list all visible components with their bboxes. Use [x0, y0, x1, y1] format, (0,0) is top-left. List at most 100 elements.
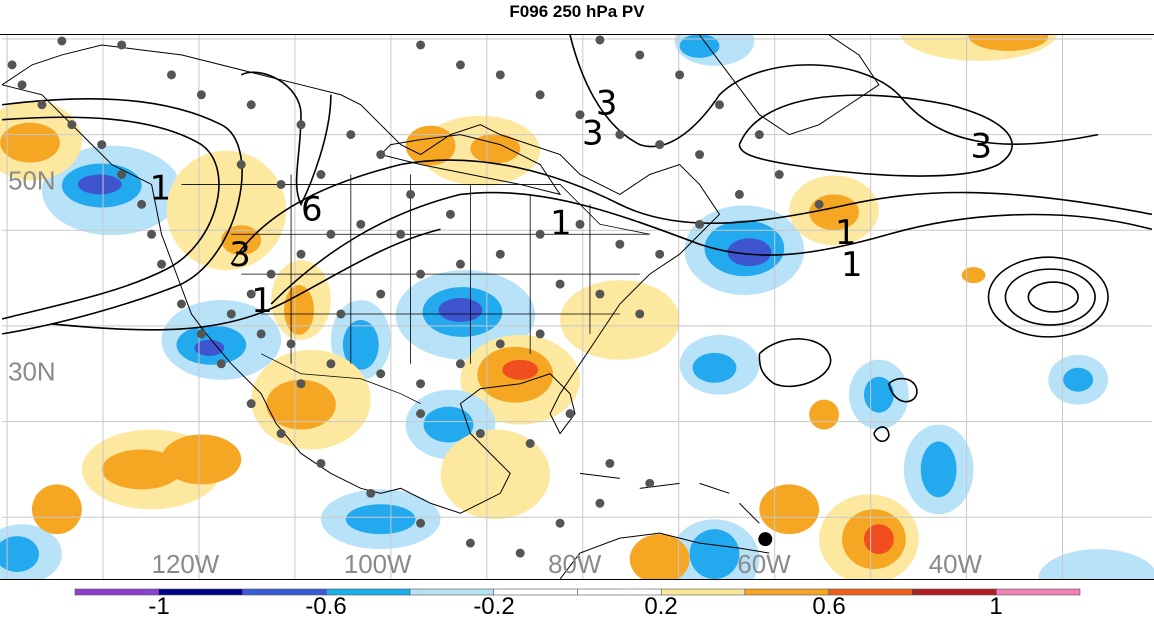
station-marker	[336, 309, 346, 319]
lon-label: 80W	[548, 551, 602, 579]
station-marker	[714, 100, 724, 110]
colorbar-swatch	[995, 588, 1081, 596]
colorbar: -1 -0.6 -0.2 0.2 0.6 1	[74, 588, 1081, 619]
station-marker	[515, 548, 525, 558]
station-marker	[376, 369, 386, 379]
station-marker	[296, 120, 306, 130]
station-marker	[17, 80, 27, 90]
station-marker	[286, 339, 296, 349]
lon-label: 60W	[737, 551, 791, 579]
pv-anomaly-region	[961, 267, 986, 284]
station-marker	[276, 429, 286, 439]
colorbar-swatch	[912, 588, 997, 596]
station-marker	[495, 70, 505, 80]
station-marker	[396, 229, 406, 239]
colorbar-tick-label: 1	[989, 593, 1002, 619]
pv-anomaly-region	[920, 441, 957, 498]
pv-anomaly-region	[560, 280, 680, 360]
contour-label: 3	[971, 127, 993, 166]
station-marker	[326, 359, 336, 369]
station-marker	[575, 219, 585, 229]
station-marker	[326, 229, 336, 239]
station-marker	[376, 150, 386, 160]
station-marker	[754, 130, 764, 140]
colorbar-tick-label: 0.2	[644, 593, 677, 619]
contour-label: 1	[251, 281, 273, 320]
station-marker	[167, 70, 176, 80]
station-marker	[236, 160, 246, 170]
station-marker	[655, 249, 665, 259]
colorbar-tick-label: -0.2	[473, 593, 514, 619]
station-marker	[675, 70, 685, 80]
pv-anomaly-region	[0, 536, 39, 573]
station-marker	[555, 279, 565, 289]
pv-anomaly-region	[679, 35, 720, 58]
station-marker	[814, 199, 824, 209]
colorbar-swatch	[74, 588, 160, 596]
pv-anomaly-region	[32, 484, 82, 535]
station-marker	[416, 518, 426, 528]
station-marker	[226, 309, 236, 319]
station-marker	[445, 209, 455, 219]
colorbar-swatches	[74, 588, 1081, 596]
station-marker	[416, 269, 426, 279]
greenland-coastline	[699, 35, 880, 136]
pv-anomaly-region	[423, 406, 474, 443]
station-marker	[97, 140, 107, 150]
lat-label: 50N	[8, 167, 55, 195]
colorbar-tick-label: -1	[148, 593, 169, 619]
station-marker	[575, 110, 585, 120]
station-marker	[316, 458, 326, 468]
pv-anomaly-region	[809, 399, 840, 430]
station-marker	[7, 60, 17, 70]
station-marker	[137, 199, 147, 209]
us-state-borders	[231, 174, 650, 364]
contour-label: 1	[841, 245, 863, 284]
station-marker	[416, 409, 426, 419]
us-mexico-border	[260, 353, 421, 405]
caribbean-islands	[579, 472, 760, 524]
station-marker	[645, 478, 655, 488]
station-marker	[555, 518, 565, 528]
station-marker	[495, 249, 505, 259]
north-america-coastline	[1, 44, 721, 514]
station-marker	[246, 289, 256, 299]
station-marker	[296, 249, 306, 259]
station-marker	[605, 458, 615, 468]
pv-anomaly-region	[0, 122, 60, 163]
station-marker	[655, 140, 665, 150]
pv-anomaly-region	[1063, 367, 1094, 392]
lat-lon-grid	[2, 35, 1152, 579]
station-marker	[535, 329, 545, 339]
station-marker	[416, 379, 426, 389]
station-marker	[246, 399, 256, 409]
station-marker	[635, 50, 645, 60]
station-marker	[565, 409, 575, 419]
station-marker	[416, 40, 426, 50]
station-marker	[455, 259, 465, 269]
pv-anomaly-region	[77, 174, 122, 195]
station-marker	[615, 130, 625, 140]
station-marker	[774, 170, 784, 179]
pv-anomaly-region	[689, 529, 740, 579]
lat-label: 30N	[8, 359, 55, 387]
contour-label: 1	[550, 203, 572, 242]
contour-label: 1	[835, 213, 857, 252]
station-marker	[465, 538, 475, 548]
station-marker	[196, 90, 206, 100]
pv-anomaly-region	[161, 434, 242, 485]
lon-label: 40W	[929, 551, 983, 579]
pv-anomaly-region	[502, 359, 539, 380]
south-america-coastline	[559, 532, 770, 579]
hudson-bay-coastline	[379, 134, 562, 196]
station-marker	[176, 299, 186, 309]
station-marker	[37, 100, 47, 110]
station-marker	[734, 189, 744, 199]
contour-label: 3	[582, 114, 604, 153]
station-marker	[635, 309, 645, 319]
lon-label: 120W	[152, 551, 220, 579]
map-title: F096 250 hPa PV	[509, 2, 645, 21]
station-marker	[595, 498, 605, 508]
station-marker	[615, 239, 625, 249]
pv-anomaly-region	[221, 225, 262, 256]
